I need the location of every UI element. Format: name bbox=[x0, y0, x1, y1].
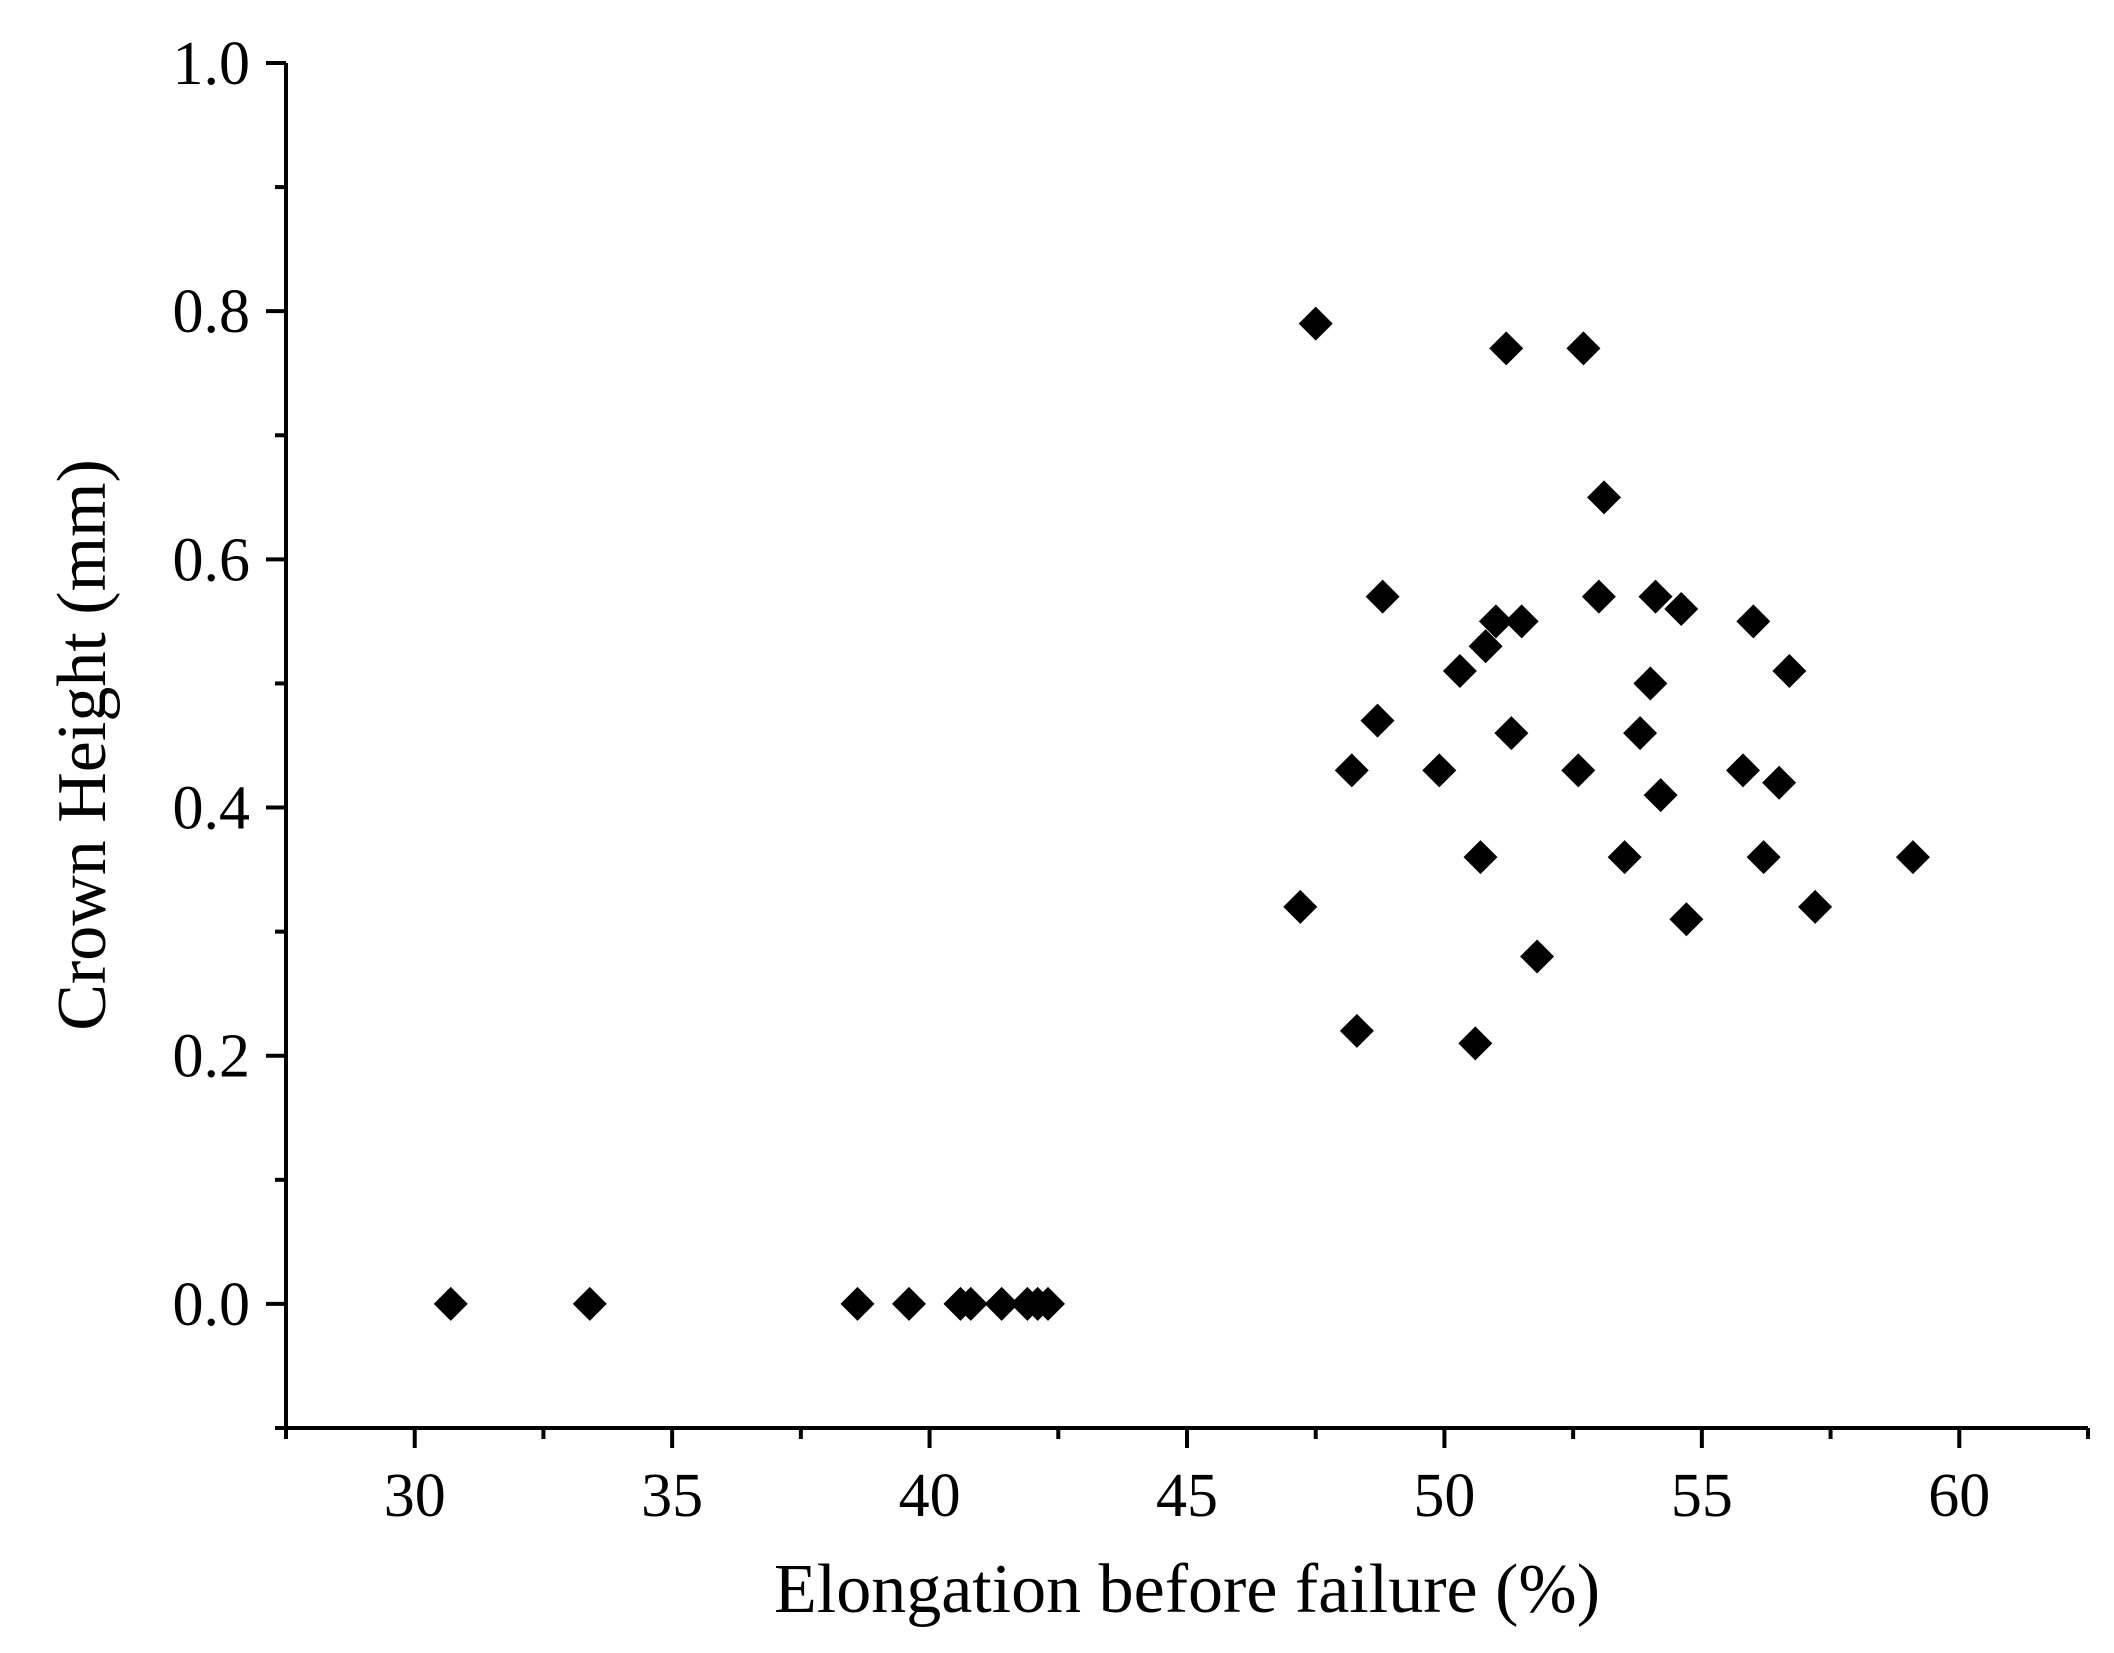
data-point bbox=[840, 1286, 875, 1321]
data-point bbox=[1623, 716, 1658, 751]
y-tick-label: 0.8 bbox=[173, 278, 251, 346]
data-point bbox=[1422, 753, 1457, 788]
data-point bbox=[984, 1286, 1019, 1321]
data-point bbox=[1643, 778, 1678, 813]
data-point bbox=[1561, 753, 1596, 788]
data-point bbox=[1664, 592, 1699, 626]
data-point bbox=[1895, 840, 1930, 875]
x-tick-label: 50 bbox=[1413, 1462, 1475, 1530]
ticks bbox=[266, 61, 2090, 1448]
data-point bbox=[1566, 331, 1601, 366]
data-point bbox=[1442, 654, 1477, 689]
data-point bbox=[433, 1286, 468, 1321]
data-point bbox=[1746, 840, 1781, 875]
data-point bbox=[1581, 579, 1616, 614]
data-point bbox=[1520, 939, 1555, 974]
data-point bbox=[1762, 765, 1797, 800]
y-tick-label: 1.0 bbox=[173, 30, 251, 98]
x-tick-label: 30 bbox=[384, 1462, 446, 1530]
data-point bbox=[1283, 889, 1318, 924]
data-point bbox=[572, 1286, 607, 1321]
y-tick-label: 0.6 bbox=[173, 526, 251, 594]
data-point bbox=[1587, 480, 1622, 515]
data-point bbox=[1798, 889, 1833, 924]
x-tick-label: 35 bbox=[641, 1462, 703, 1530]
data-point bbox=[1463, 840, 1498, 875]
data-point bbox=[1030, 1286, 1065, 1321]
data-point bbox=[1365, 579, 1400, 614]
x-tick-label: 60 bbox=[1928, 1462, 1990, 1530]
data-point bbox=[953, 1286, 988, 1321]
x-tick-label: 45 bbox=[1156, 1462, 1218, 1530]
data-point bbox=[1607, 840, 1642, 875]
axes bbox=[284, 63, 2088, 1430]
data-point bbox=[1736, 604, 1771, 639]
y-axis-title: Crown Height (mm) bbox=[44, 459, 121, 1031]
x-tick-label: 40 bbox=[899, 1462, 961, 1530]
data-point bbox=[1494, 716, 1529, 751]
y-tick-label: 0.4 bbox=[173, 775, 251, 843]
y-tick-label: 0.0 bbox=[173, 1271, 251, 1339]
data-point bbox=[1458, 1026, 1493, 1061]
y-tick-label: 0.2 bbox=[173, 1023, 251, 1091]
data-point bbox=[1772, 654, 1807, 689]
data-point bbox=[1478, 604, 1513, 639]
data-point bbox=[1298, 306, 1333, 341]
data-point bbox=[1669, 902, 1704, 937]
x-tick-labels: 30 35 40 45 50 55 60 bbox=[384, 1462, 1991, 1530]
x-axis-title: Elongation before failure (%) bbox=[774, 1551, 1600, 1628]
data-point bbox=[1633, 666, 1668, 701]
data-point bbox=[1726, 753, 1761, 788]
y-tick-labels: 0.0 0.2 0.4 0.6 0.8 1.0 bbox=[173, 30, 251, 1339]
data-point bbox=[1468, 629, 1503, 664]
data-points bbox=[433, 306, 1930, 1321]
data-point bbox=[1638, 579, 1673, 614]
data-point bbox=[1334, 753, 1369, 788]
x-tick-label: 55 bbox=[1671, 1462, 1733, 1530]
data-point bbox=[1360, 703, 1395, 738]
data-point bbox=[1489, 331, 1524, 366]
data-point bbox=[1339, 1013, 1374, 1048]
data-point bbox=[1504, 604, 1539, 639]
data-point bbox=[891, 1286, 926, 1321]
